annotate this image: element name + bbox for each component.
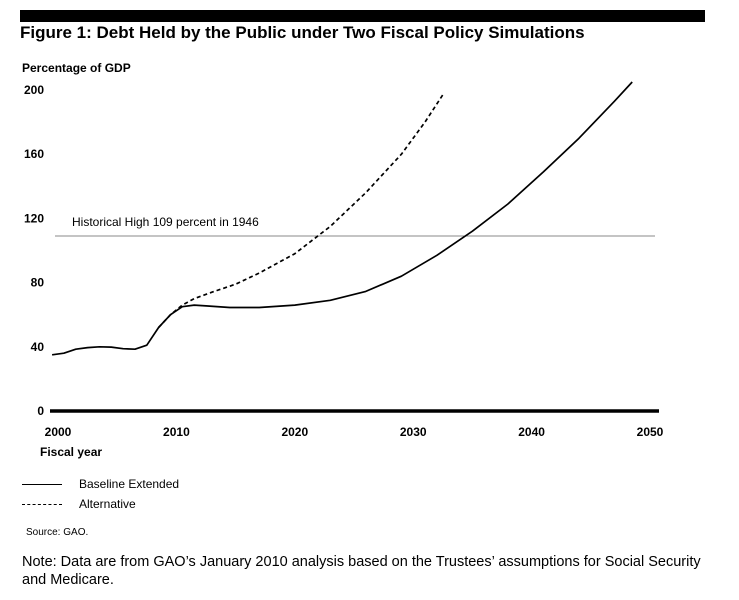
figure-note: Note: Data are from GAO’s January 2010 a… xyxy=(22,554,701,588)
y-tick-label: 80 xyxy=(31,276,45,290)
y-tick-label: 160 xyxy=(24,147,44,161)
legend: Baseline Extended Alternative xyxy=(22,474,179,514)
legend-swatch-solid xyxy=(22,483,62,485)
y-tick-label: 120 xyxy=(24,211,44,225)
legend-item-alternative: Alternative xyxy=(22,494,179,514)
legend-swatch-dashed xyxy=(22,503,62,505)
historical-high-annotation: Historical High 109 percent in 1946 xyxy=(72,215,259,229)
x-tick-label: 2010 xyxy=(163,425,190,439)
series-layer xyxy=(51,81,633,356)
series-line-alternative xyxy=(157,94,444,329)
y-tick-label: 200 xyxy=(24,83,44,97)
series-line-baseline-extended xyxy=(51,81,633,356)
legend-item-baseline: Baseline Extended xyxy=(22,474,179,494)
x-tick-label: 2030 xyxy=(400,425,427,439)
figure-title: Figure 1: Debt Held by the Public under … xyxy=(20,23,585,42)
x-tick-label: 2020 xyxy=(281,425,308,439)
legend-label-alternative: Alternative xyxy=(79,497,136,511)
y-tick-labels: 0 40 80 120 160 200 xyxy=(24,83,44,418)
x-tick-label: 2040 xyxy=(518,425,545,439)
y-tick-label: 40 xyxy=(31,340,45,354)
x-axis-label: Fiscal year xyxy=(40,445,103,459)
y-tick-label: 0 xyxy=(37,404,44,418)
source-note: Source: GAO. xyxy=(26,527,89,538)
legend-label-baseline: Baseline Extended xyxy=(79,477,180,491)
y-axis-label: Percentage of GDP xyxy=(22,61,131,75)
x-tick-label: 2000 xyxy=(45,425,72,439)
title-bar-decoration xyxy=(20,10,705,22)
x-tick-label: 2050 xyxy=(637,425,664,439)
x-tick-labels: 2000 2010 2020 2030 2040 2050 xyxy=(45,425,664,439)
